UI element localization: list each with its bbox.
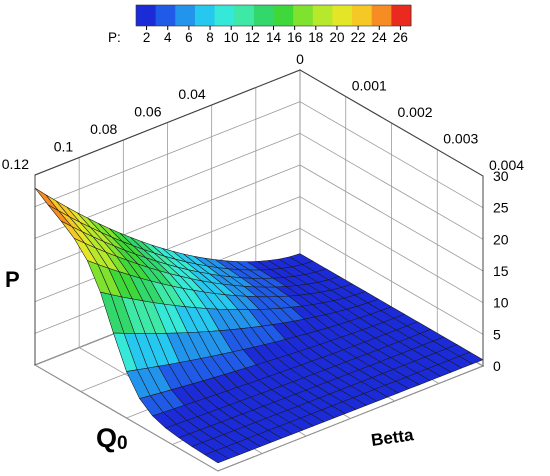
colorbar-swatch bbox=[214, 5, 235, 26]
betta-axis-ticks: 0 0.001 0.002 0.003 0.004 bbox=[296, 51, 524, 173]
colorbar-tick-label: 14 bbox=[266, 30, 282, 45]
colorbar-ticks: 2 4 6 8 10 12 14 16 18 20 22 24 26 bbox=[143, 26, 408, 45]
q0-axis-ticks: 0.04 0.06 0.08 0.1 0.12 bbox=[2, 86, 206, 172]
colorbar-swatch bbox=[273, 5, 294, 26]
colorbar-tick-label: 22 bbox=[351, 30, 366, 45]
p-tick-label: 30 bbox=[493, 168, 509, 184]
colorbar-swatch bbox=[352, 5, 373, 26]
colorbar-tick-label: 24 bbox=[372, 30, 388, 45]
q0-axis-title: Q0 bbox=[96, 423, 128, 454]
p-axis-ticks: 0 5 10 15 20 25 30 bbox=[493, 168, 509, 374]
p-tick-label: 5 bbox=[493, 326, 501, 342]
surface-cell bbox=[34, 187, 59, 212]
colorbar-label: P: bbox=[108, 30, 121, 45]
colorbar-tick-label: 20 bbox=[329, 30, 344, 45]
colorbar-swatch bbox=[253, 5, 274, 26]
colorbar-tick-label: 10 bbox=[224, 30, 239, 45]
colorbar-swatch bbox=[175, 5, 196, 26]
colorbar-swatch bbox=[136, 5, 157, 26]
p-tick-label: 15 bbox=[493, 263, 509, 279]
colorbar-swatch bbox=[391, 5, 412, 26]
q0-axis-title-main: Q bbox=[96, 423, 117, 453]
q0-tick-label: 0.04 bbox=[178, 86, 205, 102]
q0-tick-label: 0.1 bbox=[54, 139, 74, 155]
colorbar-swatch bbox=[332, 5, 353, 26]
colorbar-swatch bbox=[312, 5, 333, 26]
p-tick-label: 0 bbox=[493, 358, 501, 374]
colorbar-swatch bbox=[293, 5, 314, 26]
q0-tick-label: 0.12 bbox=[2, 156, 29, 172]
colorbar-tick-label: 18 bbox=[308, 30, 323, 45]
q0-axis-title-subscript: 0 bbox=[117, 433, 128, 454]
q0-tick-label: 0.06 bbox=[134, 104, 161, 120]
plot-frame-front bbox=[34, 175, 484, 366]
colorbar bbox=[135, 4, 412, 27]
surface-mesh bbox=[34, 187, 484, 464]
colorbar-swatch bbox=[155, 5, 176, 26]
colorbar-swatch bbox=[371, 5, 392, 26]
colorbar-swatch bbox=[194, 5, 216, 26]
betta-tick-label: 0 bbox=[296, 51, 304, 67]
colorbar-tick-label: 6 bbox=[185, 30, 193, 45]
colorbar-tick-label: 4 bbox=[164, 30, 172, 45]
p-tick-label: 25 bbox=[493, 200, 509, 216]
betta-tick-label: 0.004 bbox=[489, 157, 524, 173]
p-axis-title: P bbox=[5, 267, 20, 292]
colorbar-tick-label: 8 bbox=[206, 30, 214, 45]
betta-tick-label: 0.003 bbox=[443, 131, 478, 147]
betta-axis-title: Betta bbox=[370, 425, 415, 450]
colorbar-tick-label: 16 bbox=[287, 30, 302, 45]
p-tick-label: 20 bbox=[493, 231, 509, 247]
colorbar-swatch bbox=[234, 5, 255, 26]
p-tick-label: 10 bbox=[493, 295, 509, 311]
betta-tick-label: 0.002 bbox=[398, 104, 433, 120]
betta-tick-label: 0.001 bbox=[352, 78, 387, 94]
colorbar-tick-label: 12 bbox=[245, 30, 260, 45]
surface-cell bbox=[204, 450, 229, 464]
colorbar-tick-label: 2 bbox=[143, 30, 151, 45]
q0-tick-label: 0.08 bbox=[90, 121, 117, 137]
colorbar-tick-label: 26 bbox=[393, 30, 408, 45]
